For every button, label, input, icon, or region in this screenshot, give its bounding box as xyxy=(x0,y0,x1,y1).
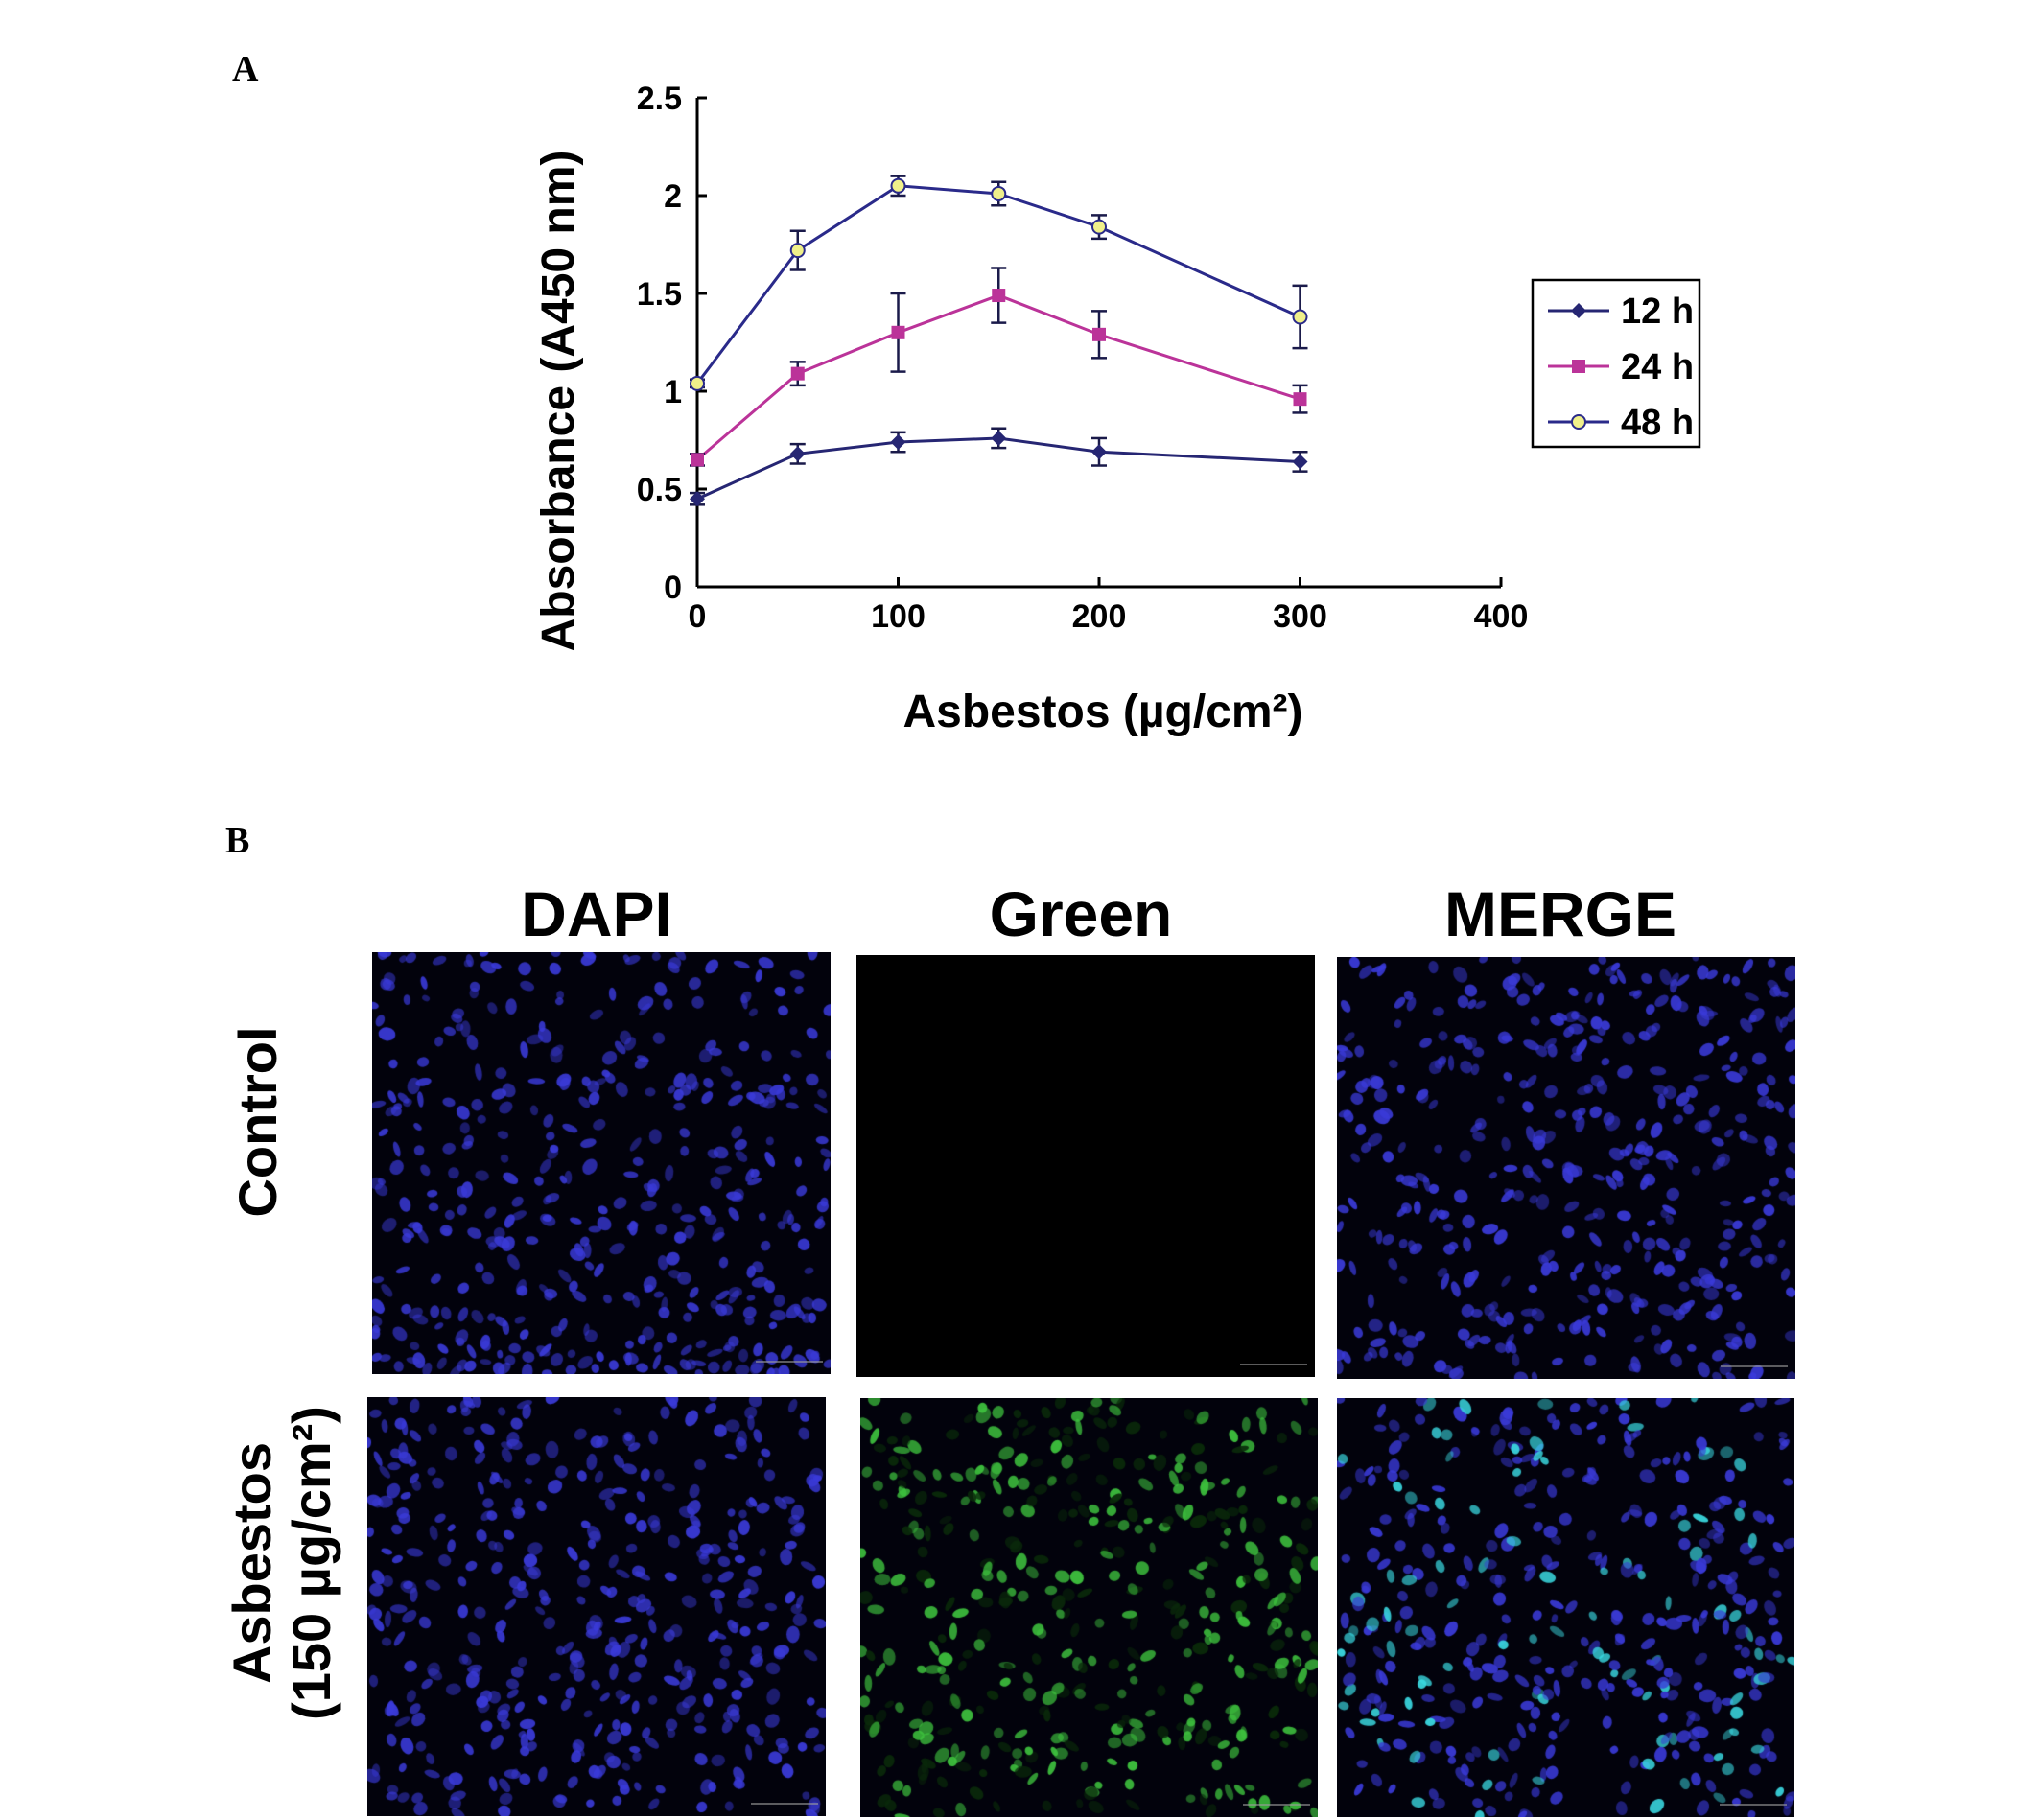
micrograph-asbestos-dapi xyxy=(367,1397,826,1816)
micrograph-texture xyxy=(1337,1398,1794,1817)
y-tick-label: 1 xyxy=(664,374,682,410)
chart-series-layer xyxy=(690,175,1308,507)
legend-label: 12 h xyxy=(1621,292,1694,332)
y-tick-label: 1.5 xyxy=(637,276,682,313)
legend-label: 24 h xyxy=(1621,347,1694,387)
legend-box xyxy=(1531,278,1701,449)
data-point xyxy=(790,366,805,381)
x-tick-label: 100 xyxy=(871,598,926,635)
micrograph-texture xyxy=(367,1397,826,1816)
absorbance-line-chart: 0 100 200 300 400 0 0.5 1 1.5 2 2.5 Asbestos (µg/c… xyxy=(533,81,1701,737)
data-point xyxy=(789,243,806,259)
series-24h xyxy=(690,267,1308,467)
series-48h xyxy=(690,175,1308,391)
micrograph-texture xyxy=(860,1398,1318,1817)
data-point xyxy=(891,325,905,339)
micrograph-control-dapi xyxy=(372,952,831,1374)
scale-bar xyxy=(1243,1804,1310,1811)
data-point xyxy=(1092,327,1106,341)
column-header-merge: MERGE xyxy=(1443,878,1677,949)
row-label-asbestos: Asbestos (150 µg/cm²) xyxy=(222,1381,341,1745)
x-tick-label: 200 xyxy=(1072,598,1127,635)
data-point xyxy=(1292,454,1308,470)
micrograph-texture xyxy=(372,952,831,1374)
scale-bar xyxy=(1240,1364,1307,1371)
x-tick-label: 300 xyxy=(1273,598,1327,635)
scale-bar xyxy=(756,1361,823,1368)
data-point xyxy=(992,289,1006,303)
micrograph-texture xyxy=(1337,957,1795,1379)
row-label-asbestos-dose: (150 µg/cm²) xyxy=(281,1406,341,1720)
data-point xyxy=(690,491,705,507)
series-12h xyxy=(690,427,1308,507)
y-tick-label: 2 xyxy=(664,178,682,215)
chart-axes: 0 100 200 300 400 0 0.5 1 1.5 2 2.5 xyxy=(637,81,1529,635)
micrograph-asbestos-green xyxy=(860,1398,1318,1817)
data-point xyxy=(1091,444,1107,460)
scale-bar xyxy=(1720,1804,1787,1811)
data-point xyxy=(991,185,1007,201)
data-point xyxy=(890,177,906,194)
data-point xyxy=(890,434,906,451)
y-tick-label: 0 xyxy=(664,570,682,606)
legend-swatch-marker xyxy=(1571,303,1586,318)
x-axis-title: Asbestos (µg/cm²) xyxy=(902,687,1302,737)
scale-bar xyxy=(751,1803,818,1810)
data-point xyxy=(1091,219,1107,235)
column-header-green: Green xyxy=(989,878,1173,949)
legend-swatch-marker xyxy=(1572,360,1585,373)
legend-swatch-marker xyxy=(1571,414,1586,430)
series-line xyxy=(695,184,1301,385)
x-tick-label: 0 xyxy=(689,598,707,635)
row-label-control: Control xyxy=(227,1007,288,1237)
y-tick-label: 2.5 xyxy=(637,81,682,117)
data-point xyxy=(991,430,1007,446)
row-label-control-text: Control xyxy=(227,1026,288,1218)
data-point xyxy=(1292,309,1308,325)
row-label-asbestos-text: Asbestos xyxy=(222,1441,282,1685)
scale-bar xyxy=(1721,1365,1788,1373)
data-point xyxy=(789,446,806,462)
data-point xyxy=(1293,392,1307,407)
series-line xyxy=(696,293,1301,461)
chart-legend: 12 h 24 h 48 h xyxy=(1531,278,1701,449)
micrograph-texture xyxy=(856,955,1315,1377)
y-axis-title: Absorbance (A450 nm) xyxy=(533,151,584,652)
data-point xyxy=(690,375,705,391)
y-tick-label: 0.5 xyxy=(637,472,682,508)
panel-a-letter: A xyxy=(232,49,259,89)
x-tick-label: 400 xyxy=(1474,598,1529,635)
column-header-dapi: DAPI xyxy=(521,878,672,949)
micrograph-control-green xyxy=(856,955,1315,1377)
panel-b-letter: B xyxy=(225,821,250,861)
data-point xyxy=(691,453,704,467)
micrograph-asbestos-merge xyxy=(1337,1398,1794,1817)
legend-label: 48 h xyxy=(1621,403,1694,443)
micrograph-control-merge xyxy=(1337,957,1795,1379)
series-line xyxy=(696,436,1301,501)
